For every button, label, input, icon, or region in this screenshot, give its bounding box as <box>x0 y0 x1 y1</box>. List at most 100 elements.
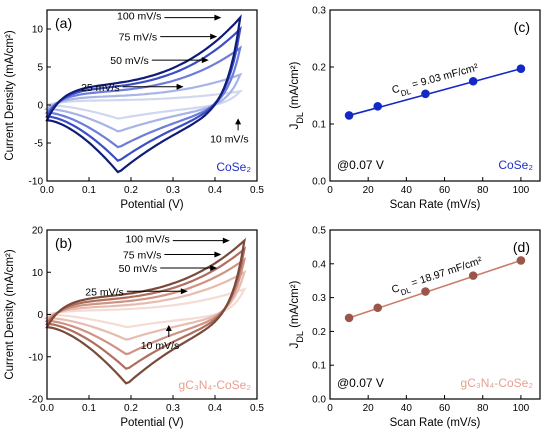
arrowhead <box>201 57 209 64</box>
annotation-label: 10 mV/s <box>210 133 249 145</box>
chart-d-xtick-label: 0 <box>327 403 333 414</box>
chart-b-ytick-label: 0 <box>37 310 43 321</box>
cv-curve-75mVs <box>45 25 242 162</box>
chart-c-ylabel: JDL (mA/cm²) <box>289 61 305 129</box>
chart-d-xtick-label: 20 <box>363 403 375 414</box>
chart-c-xtick-label: 80 <box>477 185 489 196</box>
chart-b-ytick-label: -10 <box>29 352 44 363</box>
chart-c: 0 20 40 60 80 100 0.0 0.1 0.2 0.3 Scan Rate (mV/s)… <box>289 6 541 211</box>
chart-b: 0.0 0.1 0.2 0.3 0.4 0.5 -20 -10 0 10 20 Potential (… <box>4 226 264 430</box>
data-point <box>516 64 526 74</box>
arrowhead <box>214 251 222 258</box>
chart-d-xlabel: Scan Rate (mV/s) <box>390 417 481 429</box>
arrowhead <box>235 118 242 125</box>
chart-a-ytick-label: -5 <box>34 139 43 150</box>
chart-c-frame <box>329 9 541 182</box>
chart-d-ytick-label: 0.3 <box>312 293 326 304</box>
chart-d-xtick-label: 100 <box>513 403 530 414</box>
arrowhead <box>180 288 188 295</box>
chart-a-xtick-label: 0.0 <box>40 185 54 196</box>
arrowhead <box>210 265 218 272</box>
chart-c-condition-label: @0.07 V <box>337 158 384 172</box>
annotation-label: 75 mV/s <box>123 250 162 262</box>
chart-b-ylabel: Current Density (mA/cm²) <box>4 249 16 380</box>
annotation-label: 25 mV/s <box>85 286 124 298</box>
chart-c-xlabel: Scan Rate (mV/s) <box>390 199 481 211</box>
arrowhead <box>165 324 172 331</box>
data-point <box>344 313 354 323</box>
chart-a-panel-label: (a) <box>55 15 72 31</box>
chart-b-material-label: gC₃N₄-CoSe₂ <box>179 378 252 392</box>
cv-curve-50mVs <box>44 257 247 356</box>
arrowhead <box>210 33 218 40</box>
annotation-label: 100 mV/s <box>125 234 169 246</box>
chart-b-panel-label: (b) <box>55 235 72 251</box>
chart-c-xtick-label: 20 <box>363 185 375 196</box>
chart-b-ytick-label: 10 <box>32 268 44 279</box>
data-point <box>421 89 430 99</box>
chart-d-xtick-label: 80 <box>477 403 489 414</box>
chart-c-xtick-label: 0 <box>327 185 333 196</box>
chart-a-xtick-label: 0.4 <box>208 185 222 196</box>
data-point <box>373 303 383 313</box>
chart-d-xtick-label: 40 <box>401 403 413 414</box>
cv-curve-100mVs <box>45 14 242 174</box>
data-point <box>516 256 526 265</box>
chart-c-material-label: CoSe₂ <box>498 158 533 172</box>
chart-d-ytick-label: 0.5 <box>312 226 326 237</box>
chart-d-ytick-label: 0.2 <box>312 327 326 338</box>
chart-c-fit-label: CDL = 9.03 mF/cm² <box>391 61 481 99</box>
chart-a-frame <box>46 9 258 182</box>
chart-c-xtick-label: 60 <box>439 185 451 196</box>
chart-d-frame <box>329 229 541 400</box>
data-point <box>373 102 383 111</box>
chart-a-ylabel: Current Density (mA/cm²) <box>4 30 16 161</box>
chart-b-xtick-label: 0.5 <box>250 403 264 414</box>
chart-c-ytick-label: 0.2 <box>312 63 326 74</box>
chart-d-material-label: gC₃N₄-CoSe₂ <box>461 376 534 390</box>
chart-b-xtick-label: 0.4 <box>208 403 222 414</box>
cv-curve-75mVs <box>44 246 247 370</box>
chart-a-xtick-label: 0.5 <box>250 185 264 196</box>
data-point <box>468 271 478 280</box>
chart-b-xtick-label: 0.2 <box>124 403 138 414</box>
chart-a-ytick-label: -10 <box>29 177 44 188</box>
chart-a-xtick-label: 0.2 <box>124 185 138 196</box>
data-point <box>468 76 478 86</box>
chart-d: 0 20 40 60 80 100 0.0 0.1 0.2 0.3 0.4 0.5 Scan Rate … <box>289 226 541 429</box>
cv-curve-25mVs <box>43 72 243 133</box>
chart-a-xtick-label: 0.1 <box>82 185 96 196</box>
arrowhead <box>222 237 230 244</box>
chart-b-xtick-label: 0.0 <box>40 403 54 414</box>
chart-c-xtick-label: 100 <box>513 185 530 196</box>
chart-a-xlabel: Potential (V) <box>120 199 183 211</box>
chart-c-panel-label: (c) <box>514 19 530 35</box>
chart-a-ytick-label: 10 <box>32 25 44 36</box>
chart-a-ytick-label: 0 <box>37 101 43 112</box>
cv-curve-10mVs <box>46 287 247 329</box>
annotation-label: 25 mV/s <box>81 82 120 94</box>
chart-c-ytick-label: 0.3 <box>312 6 326 17</box>
data-point <box>344 111 354 120</box>
chart-d-panel-label: (d) <box>513 239 530 255</box>
chart-b-ytick-label: -20 <box>29 395 44 406</box>
cv-curve-50mVs <box>44 45 242 149</box>
cv-curve-25mVs <box>43 270 247 341</box>
arrowhead <box>214 14 222 21</box>
chart-c-ytick-label: 0.0 <box>312 177 326 188</box>
annotation-label: 50 mV/s <box>119 263 158 275</box>
chart-b-xlabel: Potential (V) <box>120 417 183 429</box>
chart-c-xtick-label: 40 <box>401 185 413 196</box>
cv-curve-100mVs <box>45 237 247 385</box>
chart-a-xtick-label: 0.3 <box>166 185 180 196</box>
chart-d-ytick-label: 0.1 <box>312 361 326 372</box>
chart-b-xtick-label: 0.1 <box>82 403 96 414</box>
annotation-label: 100 mV/s <box>117 11 161 23</box>
chart-d-xtick-label: 60 <box>439 403 451 414</box>
chart-b-ytick-label: 20 <box>32 226 44 237</box>
chart-a-ytick-label: 5 <box>37 63 43 74</box>
chart-d-ylabel: JDL (mA/cm²) <box>289 280 305 348</box>
arrowhead <box>176 83 184 90</box>
chart-d-condition-label: @0.07 V <box>337 376 384 390</box>
